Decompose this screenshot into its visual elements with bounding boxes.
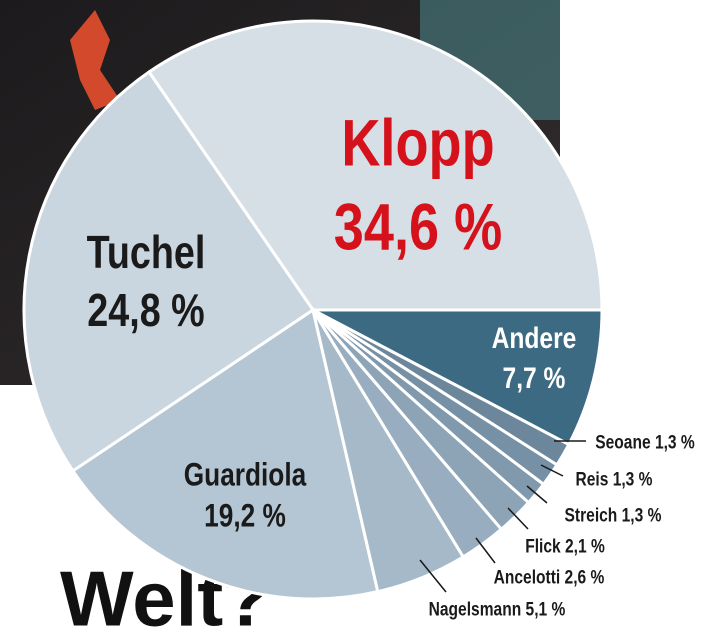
slice-label: Flick 2,1 % — [525, 535, 605, 557]
labels: Klopp 34,6 % Tuchel 24,8 % Guardiola 19,2 % Na… — [87, 105, 695, 619]
slice-value: 2,6 % — [565, 566, 605, 588]
leader-line — [526, 485, 548, 504]
slice-label: Nagelsmann 5,1 % — [429, 598, 566, 620]
slice-value: 2,1 % — [565, 535, 605, 557]
slice-value: 34,6 % — [334, 189, 502, 263]
slice — [146, 19, 604, 312]
slice-value: 24,8 % — [87, 285, 204, 336]
slice-name: Ancelotti — [494, 566, 561, 588]
slice-label: Ancelotti 2,6 % — [494, 566, 605, 588]
slice — [70, 307, 380, 601]
slice-name: Reis — [575, 468, 608, 490]
slice-value: 5,1 % — [526, 598, 566, 620]
slice-label: Streich 1,3 % — [565, 504, 662, 526]
leader-line — [507, 507, 529, 530]
slice-value: 7,7 % — [503, 361, 566, 395]
slice-name: Andere — [492, 321, 577, 355]
slice-name: Flick — [525, 535, 561, 557]
slice-value: 1,3 % — [655, 431, 695, 453]
crest — [70, 10, 120, 110]
slice-name: Streich — [565, 504, 618, 526]
slice-name: Klopp — [341, 105, 494, 179]
slice-name: Tuchel — [87, 227, 206, 278]
leader-line — [419, 559, 447, 593]
slice-label: Seoane 1,3 % — [595, 431, 695, 453]
slice-name: Nagelsmann — [429, 598, 522, 620]
slice — [312, 308, 604, 447]
slice-label: Reis 1,3 % — [575, 468, 652, 490]
slice-name: Guardiola — [184, 458, 307, 493]
slice-name: Seoane — [595, 431, 651, 453]
leader-line — [540, 464, 564, 477]
slice — [22, 69, 316, 474]
slice-value: 1,3 % — [613, 468, 653, 490]
leader-line — [475, 537, 496, 564]
slice-value: 19,2 % — [204, 499, 286, 534]
slice-value: 1,3 % — [622, 504, 662, 526]
